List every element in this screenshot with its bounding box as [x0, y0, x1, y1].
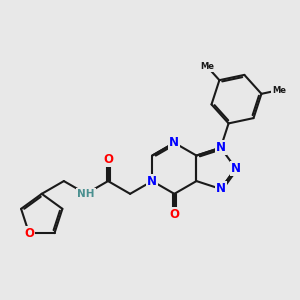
Text: O: O — [103, 153, 113, 166]
Text: O: O — [24, 226, 34, 240]
Text: O: O — [169, 208, 179, 221]
Text: N: N — [231, 162, 241, 175]
Text: Me: Me — [200, 62, 214, 71]
Text: N: N — [169, 136, 179, 149]
Text: N: N — [147, 175, 157, 188]
Text: N: N — [216, 141, 226, 154]
Text: N: N — [216, 182, 226, 196]
Text: NH: NH — [77, 189, 95, 199]
Text: Me: Me — [272, 85, 286, 94]
